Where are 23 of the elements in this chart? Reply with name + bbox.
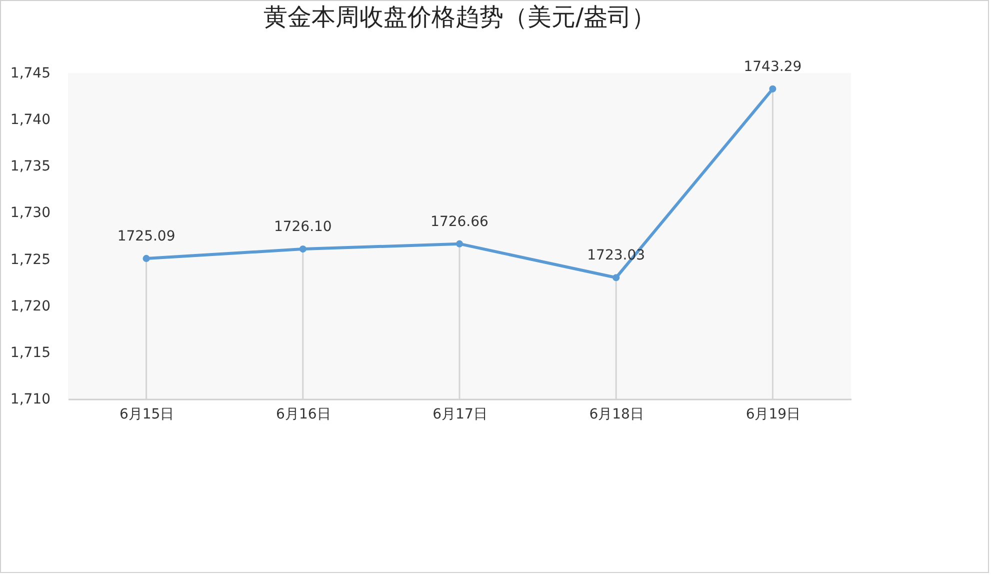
y-tick-label: 1,710 [10,392,50,408]
y-tick-label: 1,735 [10,158,50,175]
data-label: 1726.66 [430,214,489,230]
data-label: 1725.09 [117,228,176,244]
chart-title: 黄金本周收盘价格趋势（美元/盎司） [263,2,656,31]
point [769,85,776,92]
x-tick-label: 6月18日 [589,406,644,422]
x-tick-label: 6月19日 [746,406,801,422]
point [612,274,620,282]
data-label: 1726.10 [274,219,332,236]
x-tick-label: 6月17日 [432,406,488,422]
y-tick-label: 1,720 [10,298,50,314]
x-tick-label: 6月16日 [276,406,331,422]
x-tick-label: 6月15日 [119,406,174,422]
point [299,246,306,253]
y-tick-label: 1,715 [10,344,50,361]
data-label: 1743.29 [744,58,802,75]
y-tick-label: 1,745 [10,66,50,82]
point [142,254,150,262]
y-tick-label: 1,740 [10,112,50,128]
y-tick-label: 1,730 [10,205,50,222]
point [456,240,464,248]
y-tick-label: 1,725 [10,252,50,268]
